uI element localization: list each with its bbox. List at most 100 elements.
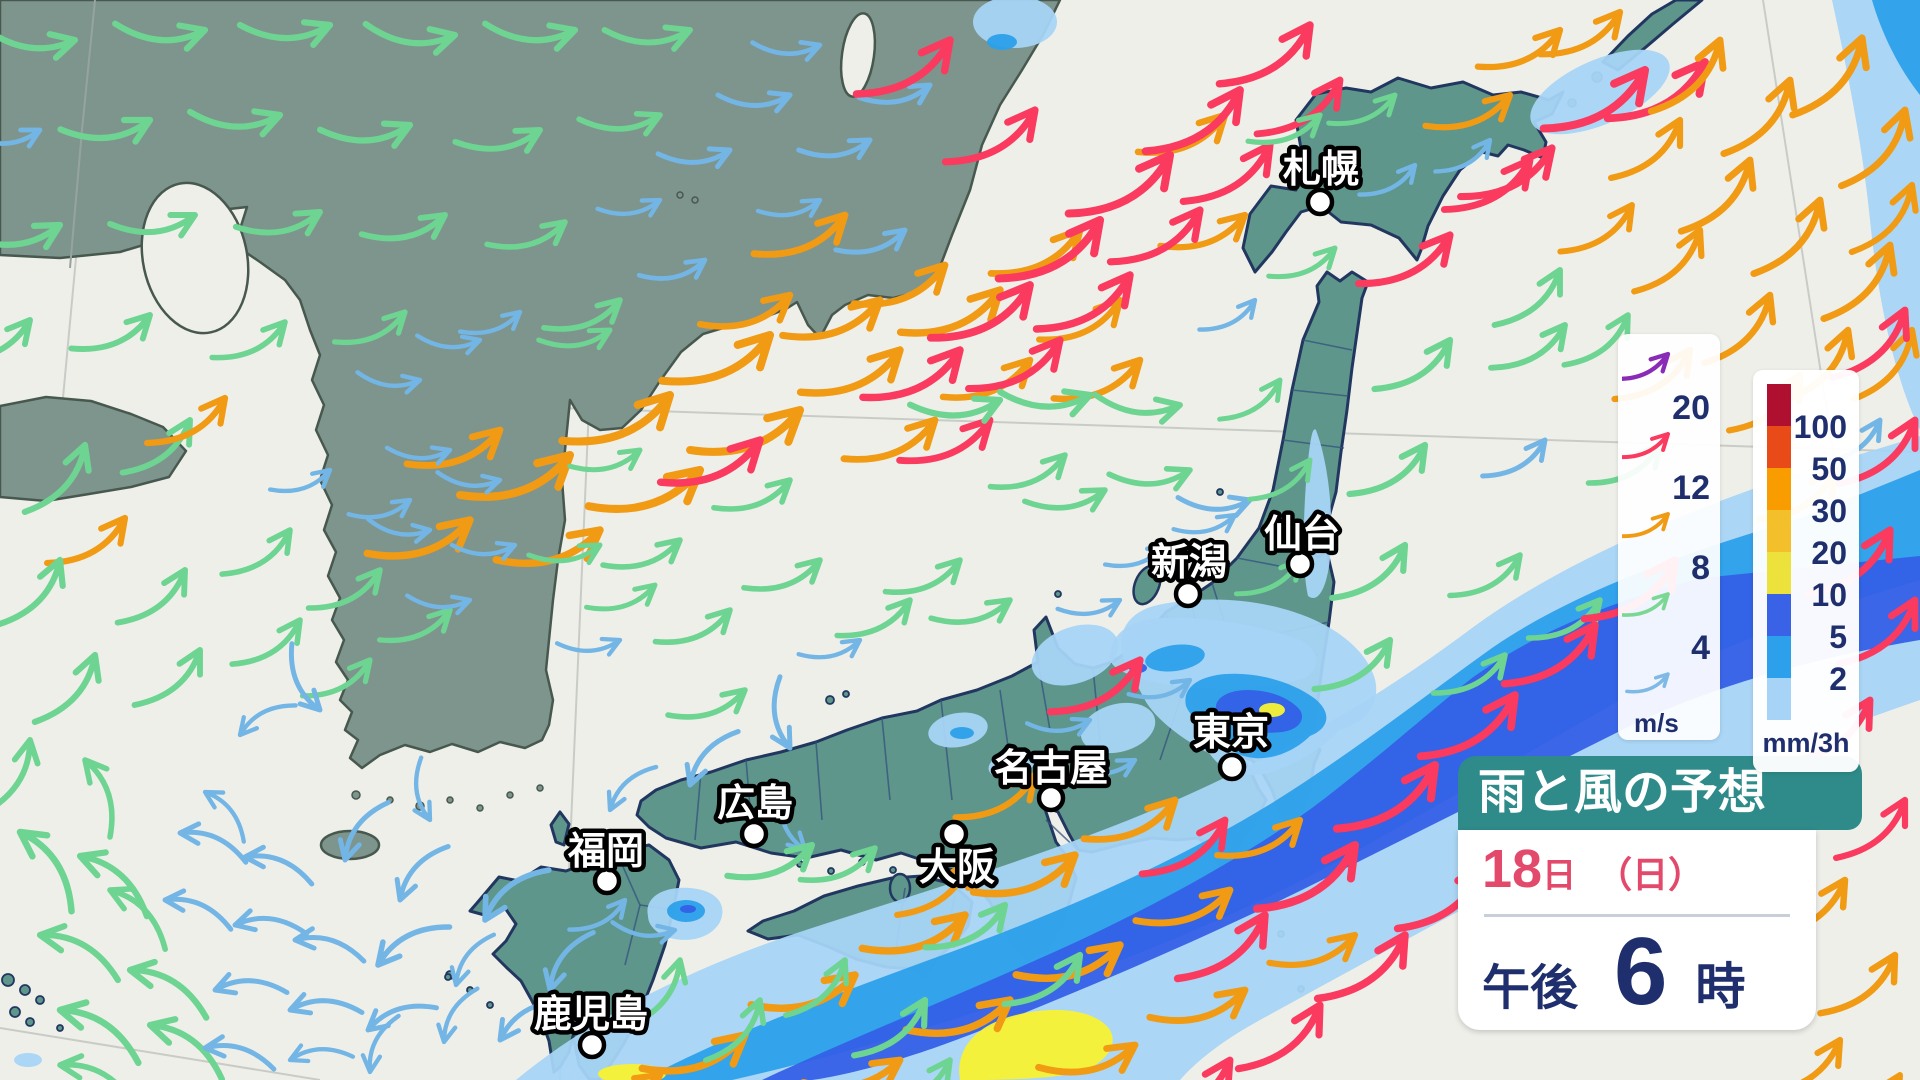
wind-vector-arrow — [554, 636, 623, 657]
wind-vector-arrow — [355, 370, 423, 395]
wind-vector-arrow — [1266, 931, 1359, 969]
wind-vector-arrow — [1215, 21, 1314, 88]
wind-vector-arrow — [287, 1043, 356, 1064]
wind-vector-arrow — [1245, 112, 1323, 146]
city-marker — [739, 819, 769, 849]
city-大阪: 大阪 — [914, 819, 1000, 894]
wind-vector-arrow — [317, 120, 414, 149]
rain-legend-value: 5 — [1829, 619, 1847, 655]
forecast-hour-suffix: 時 — [1695, 959, 1746, 1015]
wind-vector-arrow — [1106, 206, 1204, 266]
wind-vector-arrow — [1422, 91, 1514, 131]
wind-vector-arrow — [360, 1013, 401, 1075]
wind-vector-arrow — [1833, 796, 1909, 861]
wind-vector-arrow — [652, 607, 733, 645]
wind-vector-arrow — [1217, 377, 1283, 422]
wind-vector-arrow — [497, 998, 563, 1043]
rain-legend-value: 50 — [1811, 451, 1847, 487]
wind-vector-arrow — [394, 844, 451, 903]
wind-vector-arrow — [902, 996, 1014, 1037]
wind-vector-arrow — [1197, 297, 1258, 332]
wind-vector-arrow — [941, 106, 1039, 166]
wind-vector-arrow — [1789, 34, 1870, 119]
wind-vector-arrow — [0, 221, 64, 251]
wind-vector-arrow — [1500, 621, 1599, 688]
city-marker — [1036, 783, 1066, 813]
forecast-title-box: 雨と風の予想 18 日 （日） 午後 6 時 — [1458, 756, 1862, 1030]
forecast-date-row: 18 日 （日） — [1482, 838, 1792, 914]
wind-vector-arrow — [797, 845, 878, 883]
wind-vector-arrow — [36, 923, 121, 984]
wind-legend-value: 12 — [1672, 469, 1710, 507]
city-広島: 広島 — [712, 779, 798, 849]
forecast-ampm: 午後 — [1482, 962, 1579, 1015]
wind-vector-arrow — [405, 593, 473, 616]
wind-vector-arrow — [449, 932, 497, 988]
wind-vector-arrow — [131, 647, 203, 708]
rain-swatch-100 — [1767, 384, 1791, 426]
wind-vector-arrow — [1173, 911, 1269, 983]
wind-vector-arrow — [894, 858, 974, 918]
wind-vector-arrow — [292, 926, 367, 964]
wind-vector-arrow — [1311, 636, 1394, 693]
wind-vector-arrow — [1092, 391, 1183, 425]
wind-vector-arrow — [287, 992, 365, 1016]
rain-swatch-5 — [1767, 594, 1791, 636]
wind-vector-arrow — [0, 317, 33, 354]
wind-vector-arrow — [337, 800, 391, 863]
wind-vector-arrow — [1035, 1041, 1139, 1076]
wind-vector-arrow — [362, 20, 459, 56]
wind-vector-arrow — [1266, 245, 1338, 280]
city-marker — [592, 866, 622, 896]
wind-vector-arrow — [1886, 1072, 1903, 1080]
wind-vector-arrow — [177, 821, 249, 865]
wind-vector-arrow — [1234, 1001, 1324, 1073]
city-marker — [939, 819, 969, 849]
wind-vector-arrow — [21, 441, 92, 515]
rain-legend-value: 10 — [1811, 577, 1847, 613]
wind-vector-arrow — [1491, 267, 1563, 328]
wind-vector-arrow — [852, 36, 954, 98]
wind-vector-arrow — [965, 336, 1064, 393]
wind-vector-arrow — [851, 996, 929, 1059]
rain-legend-value: 30 — [1811, 493, 1847, 529]
wind-vector-arrow — [1416, 691, 1519, 761]
wind-vector-arrow — [1055, 597, 1123, 618]
forecast-datetime: 18 日 （日） 午後 6 時 — [1458, 830, 1816, 1030]
wind-vector-arrow — [858, 911, 969, 955]
wind-vector-arrow — [1371, 336, 1454, 393]
wind-vector-arrow — [56, 999, 142, 1067]
wind-vector-arrow — [242, 844, 315, 887]
wind-vector-arrow — [1064, 150, 1175, 218]
wind-vector-arrow — [376, 607, 453, 644]
wind-vector-arrow — [449, 540, 518, 562]
wind-vector-arrow — [1102, 542, 1168, 569]
wind-vector-arrow — [997, 388, 1094, 418]
wind-vector-arrow — [331, 309, 408, 346]
city-label: 新潟 — [1151, 542, 1227, 584]
wind-vector-arrow — [114, 567, 188, 626]
wind-vector-arrow — [1146, 986, 1249, 1024]
wind-legend-value: 8 — [1691, 549, 1710, 587]
forecast-time-row: 午後 6 時 — [1482, 917, 1792, 1027]
wind-vector-arrow — [232, 209, 323, 237]
wind-vector-arrow — [606, 764, 659, 813]
wind-vector-arrow — [796, 637, 863, 660]
city-marker — [1217, 752, 1247, 782]
wind-vector-arrow — [0, 31, 79, 61]
wind-vector-arrow — [1050, 356, 1144, 403]
city-鹿児島: 鹿児島 — [529, 990, 653, 1060]
wind-vector-arrow — [1132, 886, 1234, 927]
title-divider — [1484, 914, 1790, 917]
wind-vector-arrow — [1252, 840, 1360, 913]
wind-vector-arrow — [969, 851, 1079, 898]
wind-vector-arrow — [232, 908, 309, 937]
wind-vector-arrow — [610, 920, 678, 945]
city-label: 名古屋 — [994, 748, 1108, 790]
wind-vector-arrow — [1720, 76, 1798, 158]
rain-swatch-30 — [1767, 468, 1791, 510]
wind-vector-arrow — [696, 291, 794, 330]
wind-vector-arrow — [107, 212, 198, 239]
wind-vector-arrow — [1138, 816, 1229, 878]
